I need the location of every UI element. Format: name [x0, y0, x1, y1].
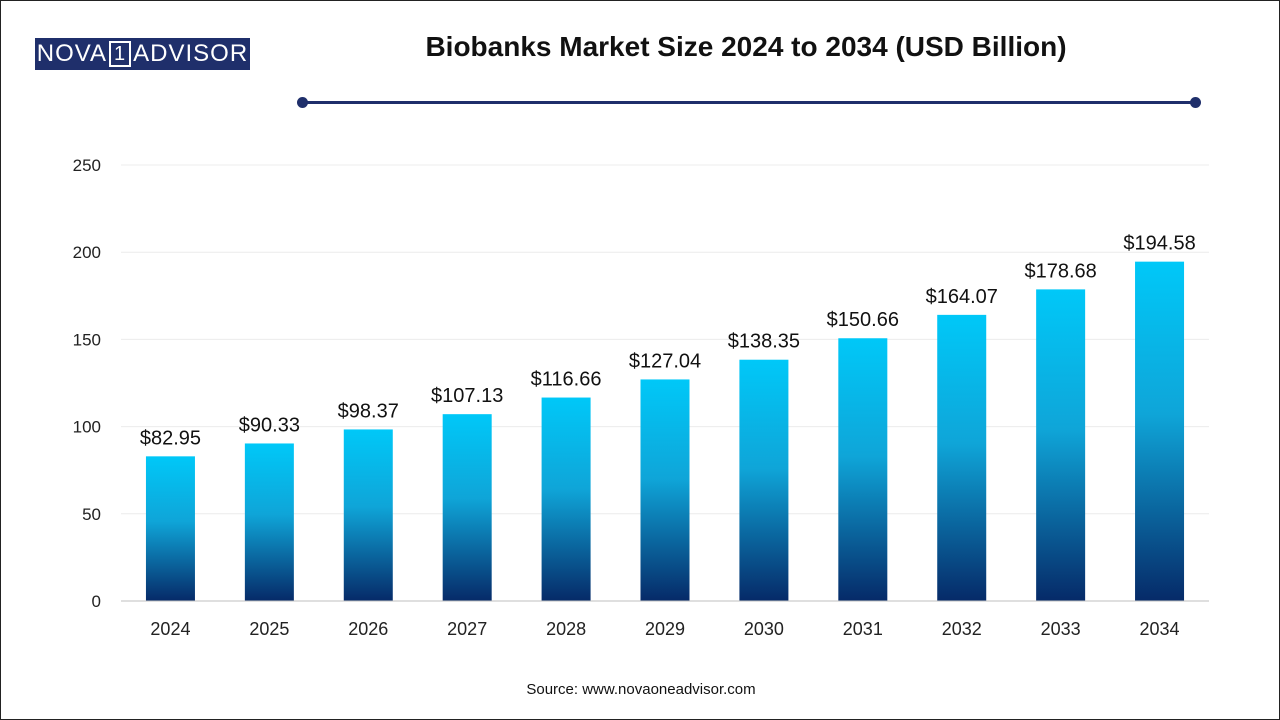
data-label-2033: $178.68 [1024, 260, 1096, 282]
y-tick-label: 50 [82, 505, 101, 524]
logo-text-left: NOVA [36, 40, 108, 67]
data-label-2031: $150.66 [827, 309, 899, 331]
bar-2031 [838, 338, 888, 601]
bar-2034 [1135, 261, 1185, 601]
y-tick-label: 0 [92, 592, 101, 611]
data-label-2024: $82.95 [140, 427, 201, 449]
x-tick-label: 2024 [150, 619, 190, 639]
data-label-2026: $98.37 [338, 400, 399, 422]
data-label-2027: $107.13 [431, 385, 503, 407]
source-note: Source: www.novaoneadvisor.com [526, 681, 756, 698]
x-tick-label: 2031 [843, 619, 883, 639]
logo-text-right: ADVISOR [133, 40, 249, 67]
data-label-2034: $194.58 [1123, 233, 1195, 255]
divider-dot-left [297, 97, 308, 108]
bar-2032 [937, 314, 987, 601]
data-label-2028: $116.66 [531, 369, 602, 391]
bar-2030 [739, 359, 789, 601]
x-tick-label: 2032 [942, 619, 982, 639]
x-tick-label: 2027 [447, 619, 487, 639]
bar-2024 [145, 456, 195, 601]
bar-2028 [541, 397, 591, 601]
x-tick-label: 2034 [1140, 619, 1180, 639]
y-axis-ticks: 0 50 100 150 200 250 [73, 156, 101, 611]
brand-logo: NOVA 1 ADVISOR [35, 38, 250, 70]
x-tick-label: 2028 [546, 619, 586, 639]
y-tick-label: 100 [73, 418, 101, 437]
data-label-2029: $127.04 [629, 350, 701, 372]
bars [145, 261, 1185, 601]
logo-number: 1 [109, 41, 132, 67]
x-tick-label: 2025 [249, 619, 289, 639]
chart-title: Biobanks Market Size 2024 to 2034 (USD B… [425, 31, 1067, 62]
x-tick-label: 2033 [1041, 619, 1081, 639]
x-tick-label: 2029 [645, 619, 685, 639]
data-labels: $82.95 $90.33 $98.37 $107.13 $116.66 $127.04 $… [140, 233, 1196, 450]
x-tick-label: 2026 [348, 619, 388, 639]
bar-2029 [640, 379, 690, 601]
data-label-2030: $138.35 [728, 331, 800, 353]
bar-2033 [1036, 289, 1086, 601]
data-label-2032: $164.07 [926, 286, 998, 308]
y-tick-label: 150 [73, 330, 101, 349]
bar-2026 [343, 429, 393, 601]
x-tick-label: 2030 [744, 619, 784, 639]
y-tick-label: 200 [73, 243, 101, 262]
x-axis-ticks: 2024 2025 2026 2027 2028 2029 2030 2031 2032 2033… [150, 619, 1179, 639]
bar-2025 [244, 443, 294, 601]
bar-2027 [442, 414, 492, 601]
y-tick-label: 250 [73, 156, 101, 175]
title-divider [301, 101, 1197, 104]
divider-dot-right [1190, 97, 1201, 108]
data-label-2025: $90.33 [239, 414, 300, 436]
